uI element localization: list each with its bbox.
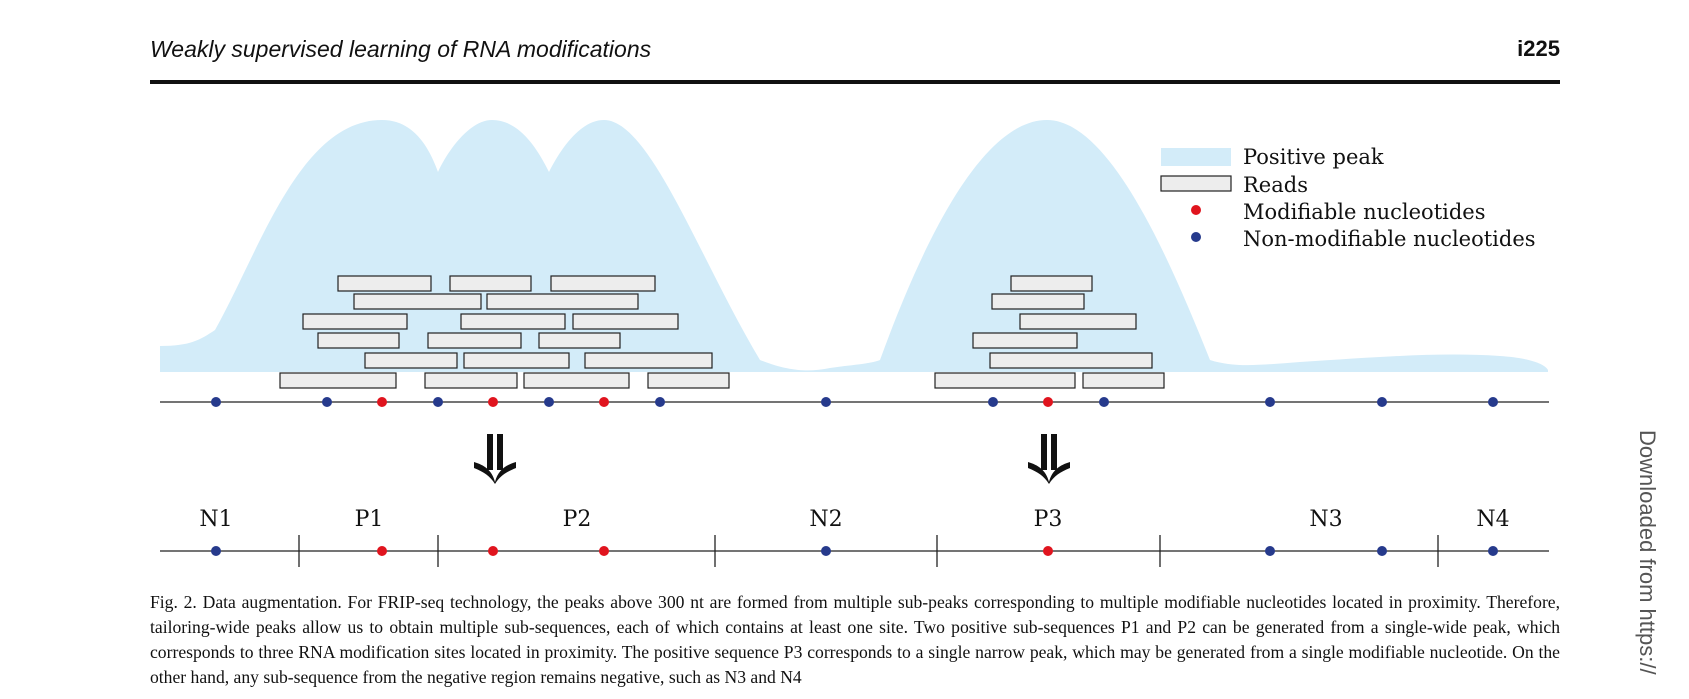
read [991, 293, 1085, 310]
modifiable-nucleotide [1043, 546, 1053, 556]
non-modifiable-nucleotide [1265, 546, 1275, 556]
segment-label-n1: N1 [199, 507, 232, 532]
read [584, 352, 713, 369]
read [989, 352, 1153, 369]
read [538, 332, 621, 349]
legend-label-reads: Reads [1243, 173, 1308, 197]
legend-label-non-modifiable: Non-modifiable nucleotides [1243, 227, 1536, 251]
non-modifiable-nucleotide [655, 397, 665, 407]
read [972, 332, 1078, 349]
read [364, 352, 458, 369]
running-head: Weakly supervised learning of RNA modifi… [150, 30, 1560, 84]
segment-labels: N1 P1 P2 N2 P3 N3 N4 [199, 507, 1509, 532]
legend-label-peak: Positive peak [1243, 145, 1384, 169]
caption-text: Data augmentation. For FRIP-seq technolo… [150, 592, 1561, 687]
read [1082, 372, 1165, 389]
caption-label: Fig. 2. [150, 592, 197, 612]
arrow-down-icon [474, 434, 516, 484]
read [486, 293, 639, 310]
read [1010, 275, 1093, 292]
segment-dividers [298, 535, 1439, 567]
legend-swatch-modifiable [1191, 205, 1201, 215]
nucleotides-bottom [211, 546, 1498, 556]
non-modifiable-nucleotide [1265, 397, 1275, 407]
modifiable-nucleotide [599, 397, 609, 407]
figure-caption: Fig. 2. Data augmentation. For FRIP-seq … [150, 590, 1560, 690]
nucleotides-top [211, 397, 1498, 407]
read [572, 313, 679, 330]
non-modifiable-nucleotide [821, 546, 831, 556]
read [317, 332, 400, 349]
journal-title: Weakly supervised learning of RNA modifi… [150, 36, 652, 62]
non-modifiable-nucleotide [988, 397, 998, 407]
non-modifiable-nucleotide [1099, 397, 1109, 407]
legend-swatch-non-modifiable [1191, 232, 1201, 242]
segment-label-p2: P2 [563, 507, 592, 532]
read [934, 372, 1076, 389]
arrow-down-icon [1028, 434, 1070, 484]
reads-group-right [934, 275, 1165, 389]
read [337, 275, 432, 292]
modifiable-nucleotide [377, 397, 387, 407]
non-modifiable-nucleotide [1377, 546, 1387, 556]
segment-label-n3: N3 [1309, 507, 1342, 532]
read [647, 372, 730, 389]
reads-group-left [279, 275, 730, 389]
read [427, 332, 522, 349]
segment-label-p1: P1 [355, 507, 384, 532]
download-watermark: Downloaded from https:// [1635, 430, 1660, 675]
modifiable-nucleotide [488, 546, 498, 556]
modifiable-nucleotide [377, 546, 387, 556]
non-modifiable-nucleotide [821, 397, 831, 407]
non-modifiable-nucleotide [1488, 397, 1498, 407]
segment-label-n4: N4 [1476, 507, 1509, 532]
non-modifiable-nucleotide [1377, 397, 1387, 407]
read [463, 352, 570, 369]
non-modifiable-nucleotide [322, 397, 332, 407]
legend-label-modifiable: Modifiable nucleotides [1243, 200, 1486, 224]
read [279, 372, 397, 389]
segment-label-n2: N2 [809, 507, 842, 532]
non-modifiable-nucleotide [433, 397, 443, 407]
non-modifiable-nucleotide [211, 546, 221, 556]
legend: Positive peak Reads Modifiable nucleotid… [1160, 145, 1536, 251]
read [523, 372, 630, 389]
non-modifiable-nucleotide [211, 397, 221, 407]
read [449, 275, 532, 292]
legend-swatch-read [1160, 175, 1232, 192]
legend-swatch-peak [1161, 148, 1231, 166]
page-number: i225 [1517, 36, 1560, 61]
read [550, 275, 656, 292]
non-modifiable-nucleotide [1488, 546, 1498, 556]
non-modifiable-nucleotide [544, 397, 554, 407]
read [460, 313, 566, 330]
read [302, 313, 408, 330]
modifiable-nucleotide [488, 397, 498, 407]
read [353, 293, 482, 310]
read [424, 372, 518, 389]
modifiable-nucleotide [1043, 397, 1053, 407]
modifiable-nucleotide [599, 546, 609, 556]
read [1019, 313, 1137, 330]
segment-label-p3: P3 [1034, 507, 1063, 532]
